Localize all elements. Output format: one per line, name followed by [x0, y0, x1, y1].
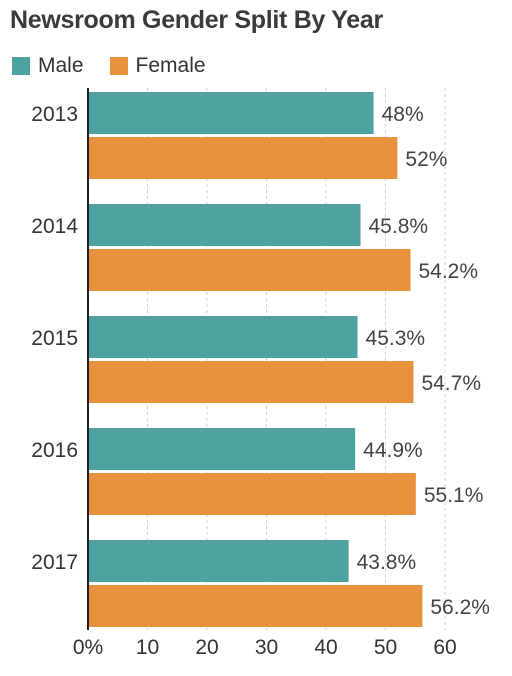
data-label-female-2013: 52%: [405, 148, 447, 171]
data-label-female-2014: 54.2%: [418, 260, 478, 283]
bar-female-2017: [88, 585, 423, 627]
bar-female-2015: [88, 361, 414, 403]
bar-female-2013: [88, 137, 398, 179]
bar-male-2014: [88, 204, 361, 246]
category-label-2015: 2015: [31, 327, 78, 350]
data-label-male-2016: 44.9%: [363, 439, 423, 462]
category-label-2016: 2016: [31, 439, 78, 462]
category-label-2017: 2017: [31, 551, 78, 574]
category-label-2013: 2013: [31, 103, 78, 126]
data-label-female-2015: 54.7%: [421, 372, 481, 395]
x-tick-label-0: 0%: [73, 636, 103, 659]
x-tick-label-20: 20: [195, 636, 218, 659]
legend-swatch-female: [109, 57, 128, 75]
legend: Male Female: [12, 54, 232, 78]
legend-item-female: Female: [109, 54, 206, 78]
bar-female-2016: [88, 473, 416, 515]
x-tick-label-30: 30: [255, 636, 278, 659]
x-tick-label-50: 50: [374, 636, 397, 659]
legend-label-female: Female: [135, 54, 206, 77]
data-label-female-2017: 56.2%: [430, 596, 490, 619]
category-label-2014: 2014: [31, 215, 78, 238]
legend-label-male: Male: [38, 54, 84, 77]
x-tick-label-10: 10: [136, 636, 159, 659]
bar-male-2015: [88, 316, 358, 358]
legend-swatch-male: [12, 57, 30, 75]
data-label-male-2017: 43.8%: [357, 551, 417, 574]
data-label-male-2015: 45.3%: [366, 327, 426, 350]
data-label-female-2016: 55.1%: [424, 484, 484, 507]
data-label-male-2014: 45.8%: [369, 215, 429, 238]
bar-male-2017: [88, 540, 349, 582]
bar-female-2014: [88, 249, 411, 291]
legend-item-male: Male: [12, 54, 84, 78]
data-label-male-2013: 48%: [382, 103, 424, 126]
bar-male-2016: [88, 428, 356, 470]
chart-title: Newsroom Gender Split By Year: [10, 6, 383, 34]
x-tick-label-40: 40: [314, 636, 337, 659]
x-tick-label-60: 60: [433, 636, 456, 659]
bar-male-2013: [88, 92, 374, 134]
